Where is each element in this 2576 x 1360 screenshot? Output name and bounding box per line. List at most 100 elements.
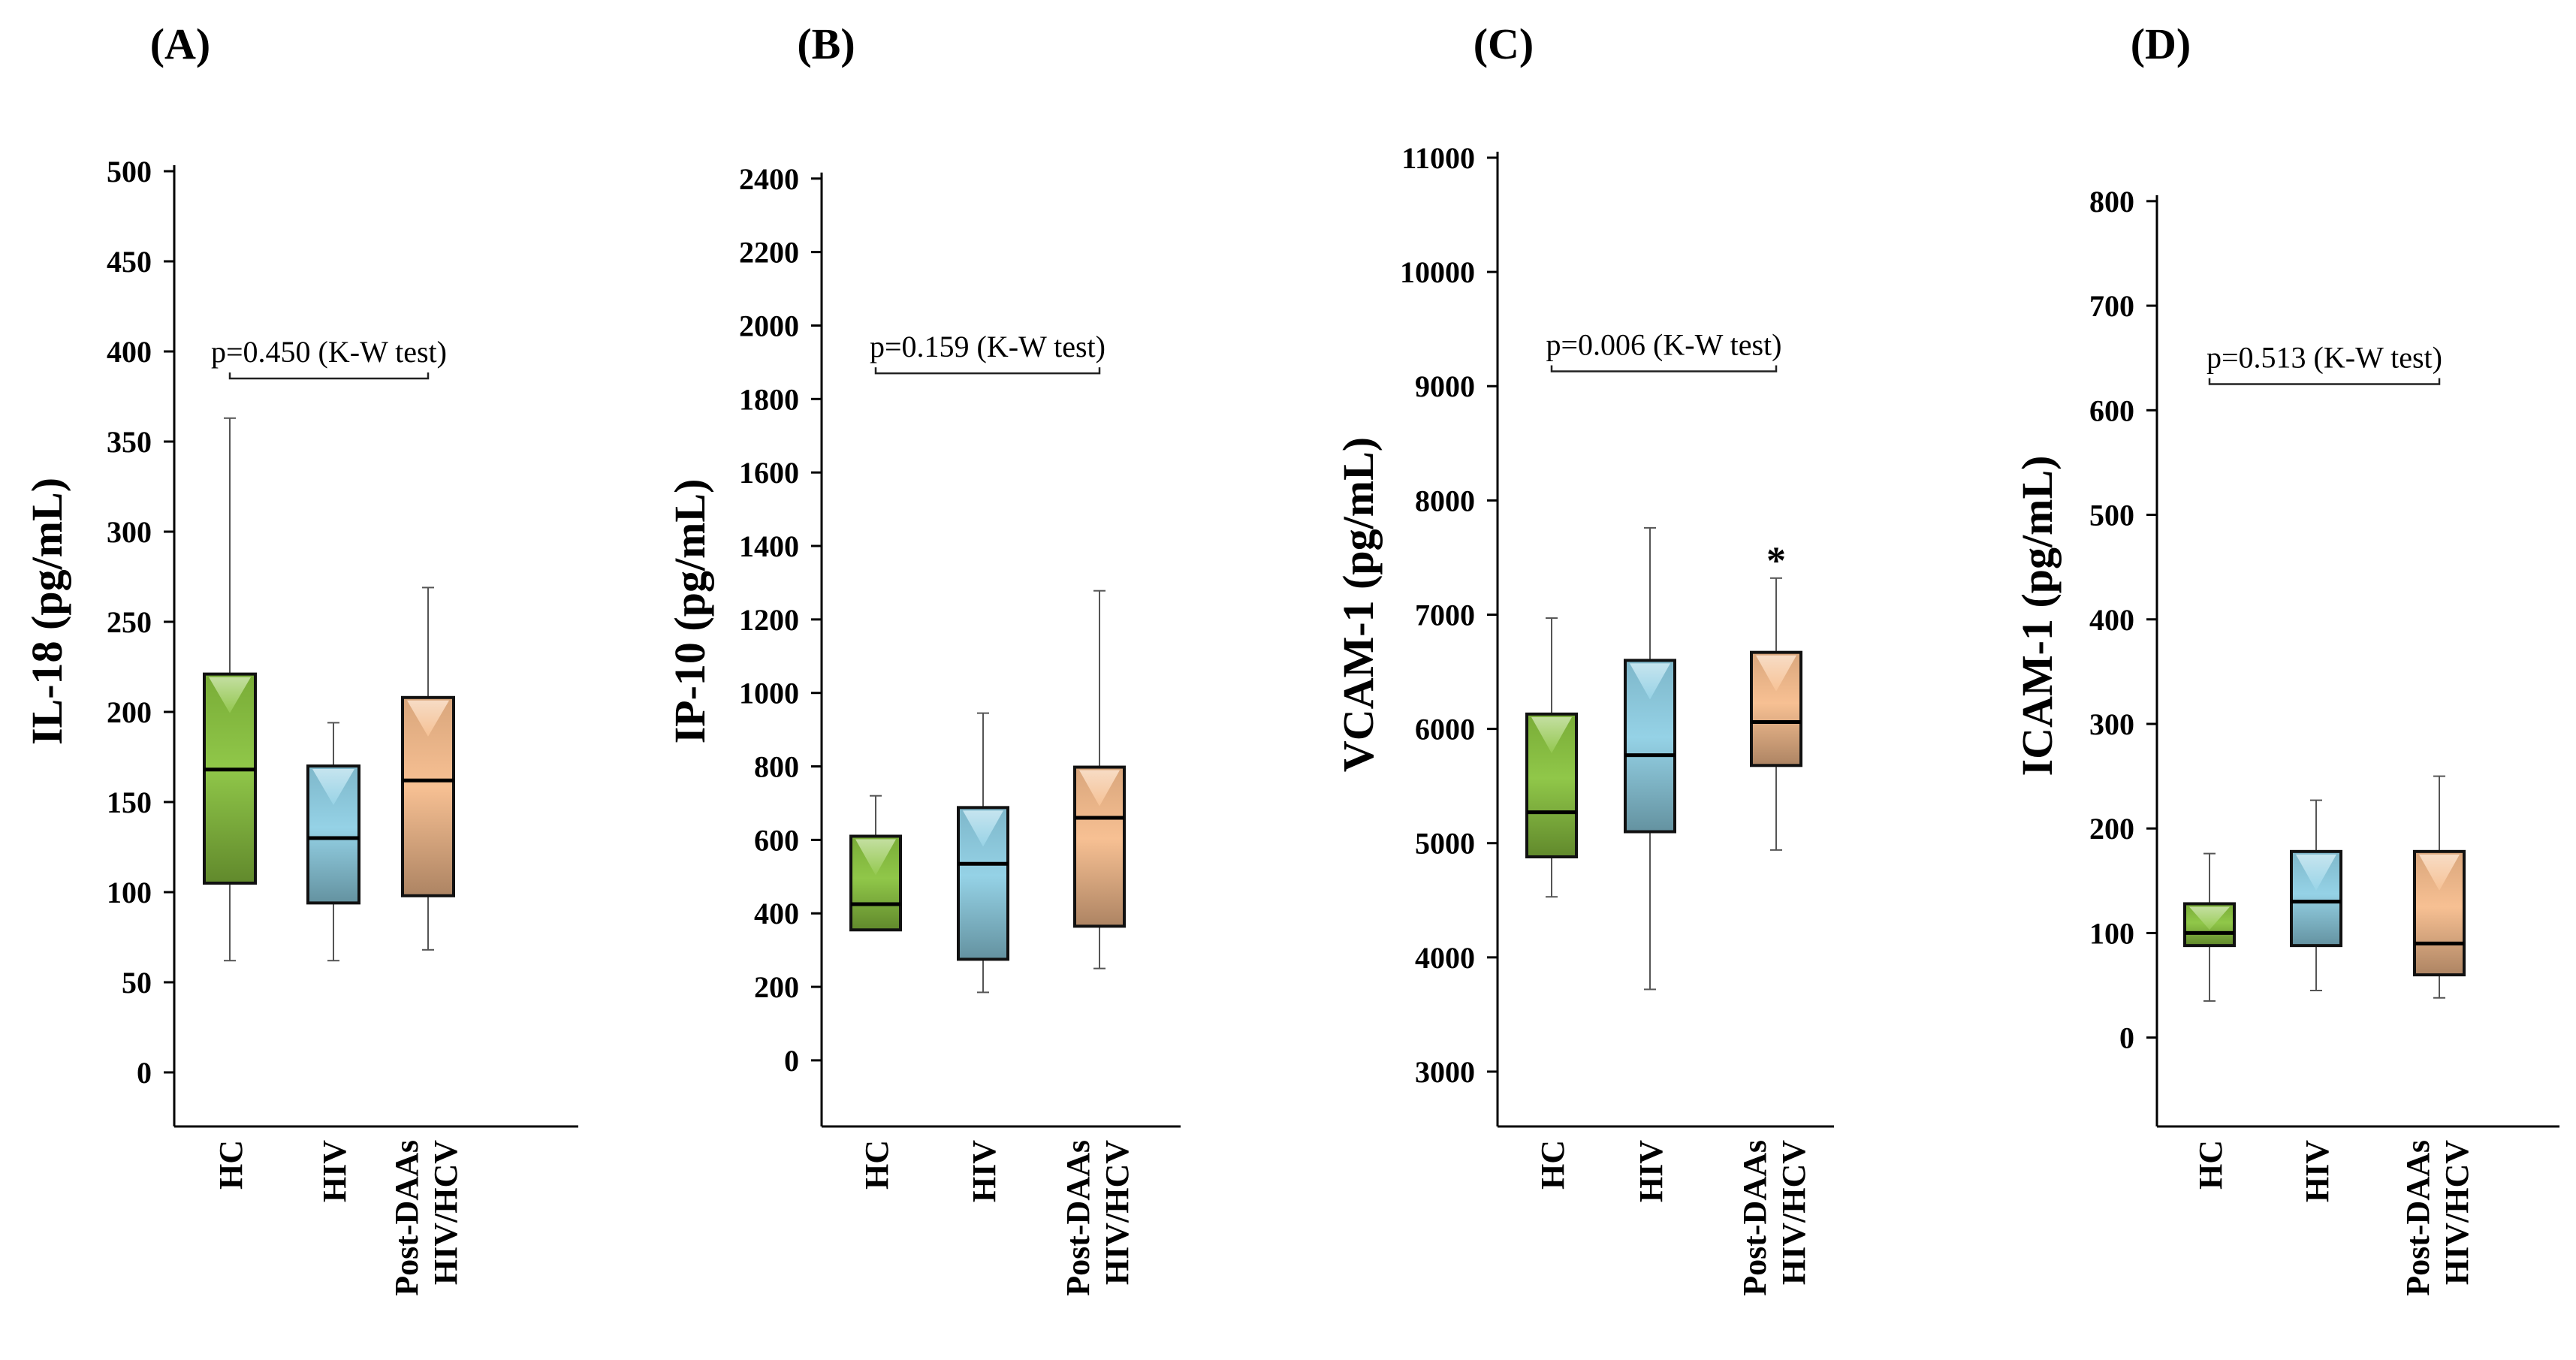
panel-label: (B) — [797, 20, 855, 68]
panel-label: (D) — [2131, 20, 2191, 68]
box-outline — [957, 806, 1009, 961]
y-tick-label: 0 — [2119, 1021, 2134, 1055]
y-tick-label: 7000 — [1415, 598, 1475, 632]
box-highlight — [1531, 716, 1572, 753]
box-highlight — [2189, 906, 2230, 930]
category-label: Post-DAAsHIV/HCV — [2400, 1140, 2475, 1296]
p-value-annotation: p=0.006 (K-W test) — [1546, 327, 1782, 361]
panel-d: (D) ICAM-1 (pg/mL) 0 100 200 300 400 500 600 700 8… — [2013, 20, 2559, 1296]
box-outline — [2413, 849, 2466, 977]
box-outline — [306, 764, 360, 905]
y-tick-label: 800 — [2089, 185, 2134, 219]
panel-label: (A) — [150, 20, 211, 68]
p-value-annotation: p=0.513 (K-W test) — [2206, 340, 2442, 374]
y-tick-label: 1000 — [739, 677, 799, 710]
box-orange — [2413, 775, 2466, 999]
category-label: HC — [1534, 1140, 1571, 1190]
category-label: HIV — [1633, 1140, 1670, 1202]
category-label: HC — [858, 1140, 895, 1190]
y-tick-label: 11000 — [1401, 141, 1475, 175]
y-tick-label: 100 — [2089, 916, 2134, 950]
box-outline — [849, 834, 902, 932]
y-tick-label: 450 — [107, 245, 152, 279]
category-label: Post-DAAsHIV/HCV — [388, 1140, 464, 1296]
box-highlight — [1756, 655, 1796, 692]
y-axis-label: ICAM-1 (pg/mL) — [2013, 456, 2062, 776]
y-tick-label: 150 — [107, 786, 152, 819]
box-outline — [1624, 659, 1676, 834]
y-tick-label: 200 — [107, 695, 152, 729]
p-value-annotation: p=0.450 (K-W test) — [211, 335, 447, 369]
category-label-line: HIV — [2299, 1140, 2336, 1202]
category-label: HIV — [966, 1140, 1003, 1202]
category-label: HC — [213, 1140, 249, 1190]
box-highlight — [209, 677, 251, 713]
y-tick-label: 2400 — [739, 162, 799, 196]
p-value-annotation: p=0.159 (K-W test) — [870, 330, 1106, 363]
y-tick-label: 300 — [2089, 707, 2134, 741]
category-label: HC — [2192, 1140, 2229, 1190]
box-highlight — [2296, 854, 2336, 891]
category-label-line: HIV/HCV — [2439, 1140, 2475, 1285]
y-tick-label: 600 — [2089, 394, 2134, 427]
panel-a: (A) IL-18 (pg/mL) 0 50 100 150 200 250 300 350 400… — [23, 20, 578, 1296]
y-tick-label: 400 — [754, 897, 799, 930]
y-tick-label: 200 — [754, 970, 799, 1004]
y-tick-label: 0 — [137, 1056, 152, 1090]
box-outline — [2290, 849, 2342, 948]
panel-c: (C) VCAM-1 (pg/mL) 3000 4000 5000 6000 7000 800… — [1334, 20, 1834, 1296]
category-label-line: Post-DAAs — [1736, 1140, 1773, 1296]
y-tick-label: 400 — [107, 335, 152, 369]
category-label-line: HIV — [1633, 1140, 1670, 1202]
y-tick-label: 50 — [122, 966, 152, 1000]
y-tick-label: 700 — [2089, 289, 2134, 323]
box-highlight — [855, 839, 896, 876]
box-highlight — [2419, 854, 2460, 891]
category-label: Post-DAAsHIV/HCV — [1060, 1140, 1136, 1296]
category-label-line: HC — [1534, 1140, 1571, 1190]
box-green — [2183, 852, 2236, 1002]
box-highlight — [407, 700, 449, 737]
box-highlight — [963, 810, 1003, 847]
y-tick-label: 1800 — [739, 382, 799, 416]
category-label-line: HC — [858, 1140, 895, 1190]
y-tick-label: 400 — [2089, 603, 2134, 637]
box-blue — [306, 722, 360, 962]
box-outline — [203, 672, 257, 885]
panel-b: (B) IP-10 (pg/mL) 0 200 400 600 800 1000 1200 140… — [665, 20, 1181, 1296]
category-label-line: HC — [2192, 1140, 2229, 1190]
category-label-line: HIV/HCV — [1775, 1140, 1812, 1285]
box-highlight — [1079, 770, 1120, 807]
box-highlight — [312, 769, 354, 805]
y-axis-label: IP-10 (pg/mL) — [665, 479, 714, 744]
y-tick-label: 500 — [2089, 499, 2134, 532]
y-tick-label: 2200 — [739, 236, 799, 270]
y-tick-label: 350 — [107, 425, 152, 459]
category-label-line: HIV — [316, 1140, 353, 1202]
y-tick-label: 10000 — [1400, 255, 1475, 289]
category-label-line: HC — [213, 1140, 249, 1190]
category-label-line: Post-DAAs — [1060, 1140, 1096, 1296]
box-outline — [1525, 712, 1578, 858]
panel-label: (C) — [1474, 20, 1534, 68]
y-tick-label: 6000 — [1415, 713, 1475, 746]
box-blue — [1624, 526, 1676, 991]
y-tick-label: 1600 — [739, 456, 799, 490]
box-green — [849, 795, 902, 932]
category-label-line: HIV — [966, 1140, 1003, 1202]
box-green — [1525, 617, 1578, 898]
box-blue — [957, 712, 1009, 994]
y-tick-label: 1400 — [739, 529, 799, 563]
significance-bracket — [228, 372, 430, 380]
box-outline — [1073, 765, 1126, 928]
significance-bracket — [2208, 378, 2441, 385]
box-orange — [1073, 590, 1126, 969]
category-label: HIV — [316, 1140, 353, 1202]
y-axis-label: VCAM-1 (pg/mL) — [1334, 437, 1383, 772]
y-tick-label: 300 — [107, 515, 152, 549]
significance-star: * — [1766, 539, 1786, 582]
y-axis-label: IL-18 (pg/mL) — [23, 478, 71, 745]
box-highlight — [1630, 663, 1670, 700]
y-tick-label: 0 — [784, 1044, 799, 1078]
y-tick-label: 500 — [107, 155, 152, 188]
